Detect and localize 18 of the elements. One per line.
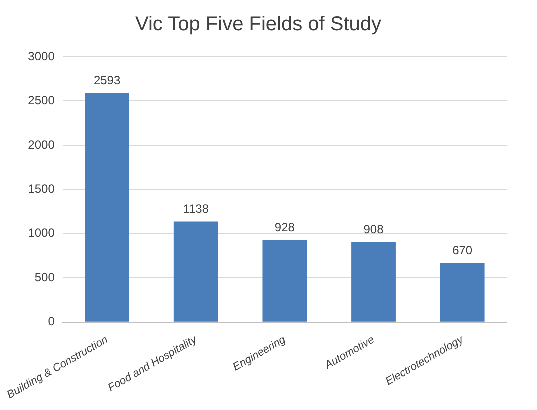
y-tick-label: 1000 [28, 226, 56, 240]
y-tick-label: 2000 [28, 138, 56, 152]
chart-title: Vic Top Five Fields of Study [135, 14, 382, 36]
y-tick-label: 0 [48, 314, 56, 329]
data-label: 1138 [183, 202, 210, 216]
bar [440, 263, 485, 322]
bar [352, 242, 396, 322]
y-tick-label: 3000 [28, 49, 56, 64]
bar [174, 222, 218, 322]
y-tick-label: 2500 [28, 94, 56, 108]
data-label: 2593 [94, 73, 121, 88]
data-label: 928 [274, 220, 296, 235]
bar [262, 240, 308, 322]
data-label: 670 [452, 243, 473, 258]
data-label: 908 [364, 222, 384, 236]
y-tick-label: 1500 [28, 182, 56, 196]
bar [85, 93, 130, 322]
y-tick-label: 500 [34, 270, 56, 284]
